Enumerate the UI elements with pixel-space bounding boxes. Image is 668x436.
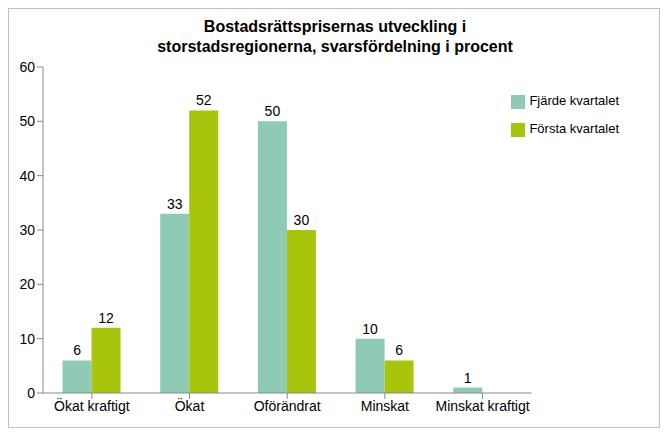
svg-text:Minskat kraftigt: Minskat kraftigt <box>435 398 529 414</box>
html-text:Bostadsrättsprisernas utveckli: Bostadsrättsprisernas utveckling i stors… <box>157 18 513 55</box>
svg-text:30: 30 <box>294 212 310 228</box>
svg-text:52: 52 <box>196 92 212 108</box>
svg-text:10: 10 <box>19 331 35 347</box>
svg-text:40: 40 <box>19 168 35 184</box>
svg-text:50: 50 <box>265 103 281 119</box>
svg-text:Minskat: Minskat <box>361 398 409 414</box>
html-text:Första kvartalet: Första kvartalet <box>529 121 619 136</box>
svg-text:60: 60 <box>19 59 35 75</box>
svg-text:10: 10 <box>362 321 378 337</box>
svg-text:12: 12 <box>98 310 114 326</box>
svg-text:30: 30 <box>19 222 35 238</box>
svg-text:Oförändrat: Oförändrat <box>254 398 321 414</box>
html-text:Fjärde kvartalet: Fjärde kvartalet <box>529 93 619 108</box>
svg-text:Ökat kraftigt: Ökat kraftigt <box>54 397 130 414</box>
svg-text:1: 1 <box>464 370 472 386</box>
svg-text:50: 50 <box>19 113 35 129</box>
svg-text:6: 6 <box>395 342 403 358</box>
svg-text:20: 20 <box>19 276 35 292</box>
svg-text:Ökat: Ökat <box>175 397 205 414</box>
svg-text:33: 33 <box>167 196 183 212</box>
svg-text:6: 6 <box>73 342 81 358</box>
svg-text:0: 0 <box>27 385 35 401</box>
